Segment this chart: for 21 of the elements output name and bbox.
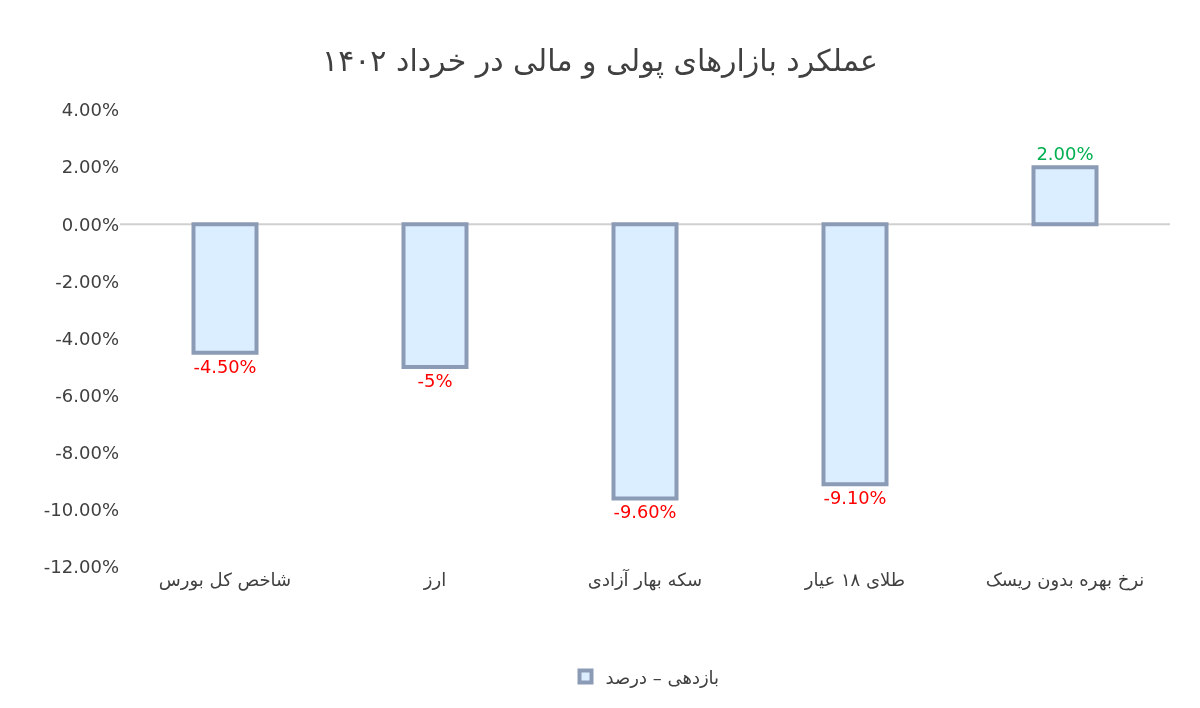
y-tick-label: -10.00% <box>43 499 119 521</box>
y-tick-label: -4.00% <box>55 327 119 349</box>
y-tick-label: -12.00% <box>43 556 119 578</box>
y-tick-label: 4.00% <box>61 99 119 121</box>
y-tick-label: -8.00% <box>55 442 119 464</box>
legend-label: بازدهی – درصد <box>605 666 720 688</box>
y-tick-label: 0.00% <box>61 213 119 235</box>
data-label: -4.50% <box>193 355 257 377</box>
x-tick-label: طلای ۱۸ عیار <box>803 569 906 590</box>
data-label: -9.60% <box>613 501 677 523</box>
x-tick-label: سکه بهار آزادی <box>587 568 703 591</box>
x-tick-label: شاخص کل بورس <box>158 569 292 591</box>
chart-title: عملکرد بازارهای پولی و مالی در خرداد ۱۴۰۲ <box>322 42 878 79</box>
data-label: 2.00% <box>1036 143 1094 165</box>
y-tick-label: -6.00% <box>55 384 119 406</box>
data-label: -5% <box>417 370 453 392</box>
y-tick-label: -2.00% <box>55 270 119 292</box>
data-label: -9.10% <box>823 486 887 508</box>
y-tick-label: 2.00% <box>61 156 119 178</box>
x-tick-label: ارز <box>422 569 447 590</box>
x-tick-label: نرخ بهره بدون ریسک <box>985 569 1145 591</box>
